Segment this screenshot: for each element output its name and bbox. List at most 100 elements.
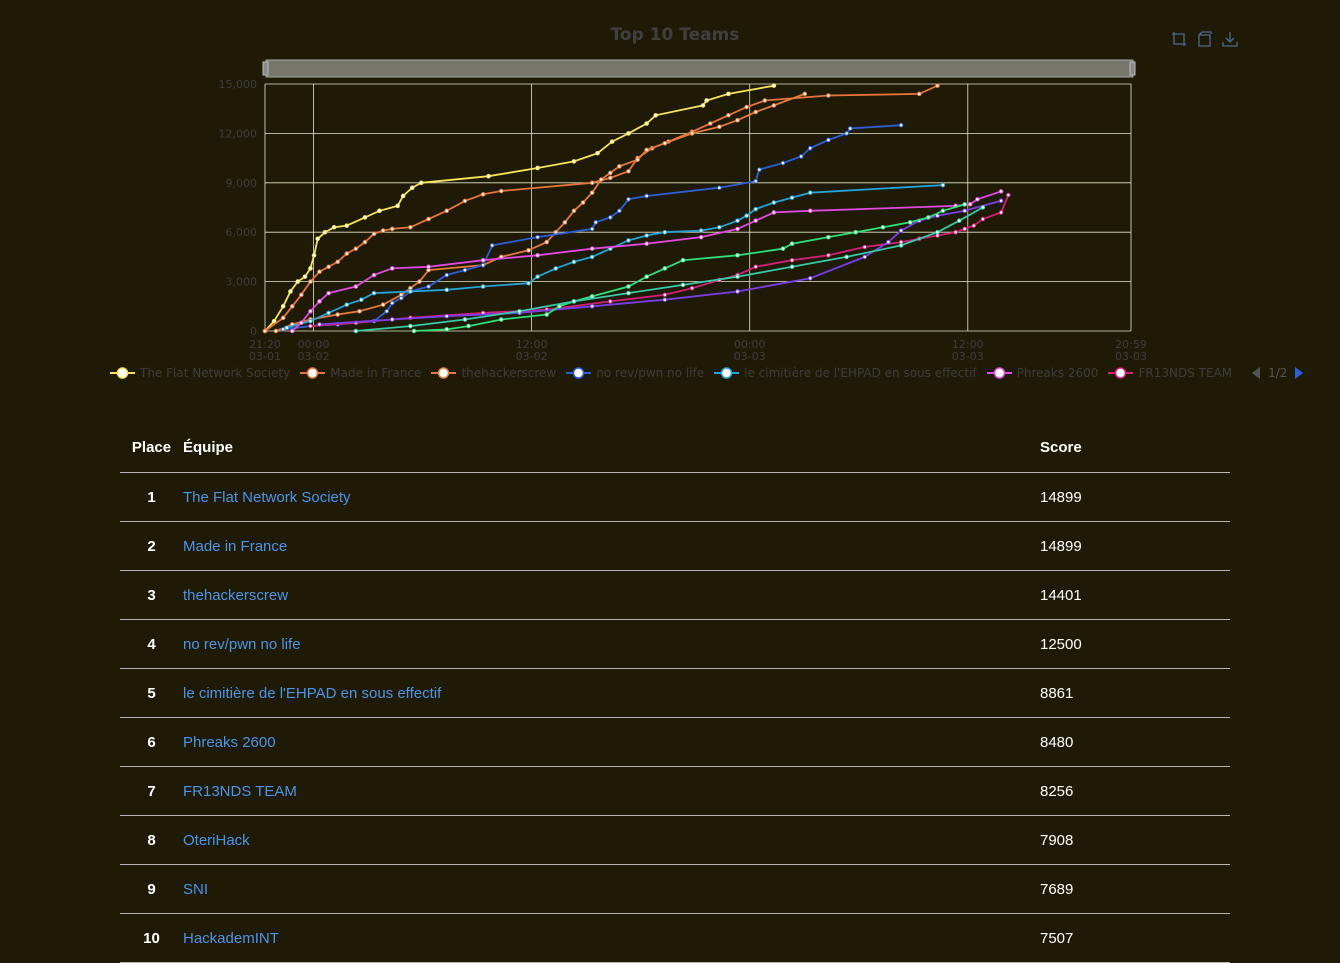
series-point <box>571 299 577 304</box>
legend-item[interactable]: Made in France <box>300 366 421 380</box>
series-point <box>417 279 422 284</box>
legend-marker-icon <box>566 367 592 379</box>
series-point <box>273 328 279 334</box>
series-line <box>275 93 806 332</box>
series-point <box>411 328 417 334</box>
series-point <box>308 318 313 324</box>
team-link[interactable]: OteriHack <box>183 831 250 849</box>
legend-label: The Flat Network Society <box>140 366 291 380</box>
series-point <box>593 220 599 225</box>
series-point <box>589 246 595 251</box>
zoom-handle-right <box>1129 61 1136 76</box>
team-link[interactable]: SNI <box>183 880 209 898</box>
series-point <box>998 210 1004 215</box>
legend-item[interactable]: no rev/pwn no life <box>566 366 704 380</box>
zoom-reset-icon[interactable] <box>1196 30 1214 52</box>
download-icon[interactable] <box>1221 30 1239 52</box>
chart-title: Top 10 Teams <box>610 25 740 45</box>
series-point <box>926 215 931 220</box>
legend-item[interactable]: thehackerscrew <box>431 366 556 380</box>
team-cell: le cimitière de l'EHPAD en sous effectif <box>183 668 1040 718</box>
series-point <box>789 195 795 200</box>
series-point <box>308 266 313 271</box>
series-point <box>280 327 286 332</box>
series-point <box>395 203 400 209</box>
series-point <box>353 246 359 251</box>
series-point <box>589 180 595 186</box>
zoom-icon[interactable] <box>1170 30 1188 52</box>
legend-item[interactable]: le cimitière de l'EHPAD en sous effectif <box>714 366 977 380</box>
team-link[interactable]: FR13NDS TEAM <box>183 782 297 800</box>
series-point <box>644 274 649 279</box>
series-point <box>317 322 322 327</box>
series-point <box>418 180 424 186</box>
legend-item[interactable]: The Flat Network Society <box>110 366 290 380</box>
team-link[interactable]: Phreaks 2600 <box>183 733 276 751</box>
team-link[interactable]: le cimitière de l'EHPAD en sous effectif <box>183 684 442 702</box>
series-point <box>617 208 622 214</box>
series-point <box>589 190 595 195</box>
score-cell: 8256 <box>1040 766 1230 816</box>
series-point <box>698 234 704 240</box>
prev-page-icon[interactable] <box>1250 366 1262 380</box>
team-link[interactable]: The Flat Network Society <box>183 488 351 506</box>
series-point <box>626 168 631 174</box>
place-cell: 3 <box>120 570 183 620</box>
legend-item[interactable]: FR13NDS TEAM <box>1108 366 1232 380</box>
series-point <box>526 248 531 253</box>
series-point <box>807 208 813 214</box>
series-point <box>535 274 540 279</box>
series-point <box>462 267 468 273</box>
series-point <box>280 315 286 321</box>
team-link[interactable]: thehackerscrew <box>183 586 289 604</box>
team-cell: FR13NDS TEAM <box>183 766 1040 816</box>
series-point <box>753 109 759 115</box>
series-point <box>967 201 973 207</box>
series-point <box>780 246 786 251</box>
series-point <box>626 196 631 202</box>
series-point <box>544 239 549 245</box>
table-row: 10 HackademINT 7507 <box>120 913 1230 963</box>
legend-item[interactable]: Phreaks 2600 <box>986 366 1098 380</box>
series-point <box>444 208 450 214</box>
series-point <box>359 297 364 303</box>
series-point <box>609 139 615 144</box>
place-cell: 9 <box>120 864 183 914</box>
place-cell: 6 <box>120 717 183 767</box>
series-point <box>626 290 631 296</box>
series-point <box>940 208 946 214</box>
team-link[interactable]: Made in France <box>183 537 288 555</box>
series-point <box>544 312 549 317</box>
series-point <box>744 104 749 110</box>
series-point <box>653 112 659 118</box>
header-team: Équipe <box>183 423 1040 473</box>
place-cell: 8 <box>120 815 183 865</box>
series-point <box>886 239 891 245</box>
table-row: 6 Phreaks 2600 8480 <box>120 717 1230 767</box>
series-point <box>771 103 777 108</box>
series-point <box>717 124 722 130</box>
series-point <box>789 264 795 270</box>
score-cell: 7507 <box>1040 913 1230 963</box>
series-point <box>311 252 317 258</box>
series-point <box>408 323 413 329</box>
team-link[interactable]: no rev/pwn no life <box>183 635 301 653</box>
series-point <box>998 198 1004 204</box>
series-point <box>480 257 486 263</box>
score-cell: 14899 <box>1040 472 1230 522</box>
series-line <box>319 199 1002 326</box>
team-link[interactable]: HackademINT <box>183 929 279 947</box>
zoom-slider <box>265 59 1134 78</box>
series-point <box>798 154 804 159</box>
series-point <box>371 272 377 278</box>
series-point <box>288 289 293 294</box>
series-point <box>299 320 304 326</box>
series-point <box>689 131 695 136</box>
legend-marker-icon <box>714 367 740 379</box>
place-cell: 4 <box>120 619 183 669</box>
series-point <box>399 295 404 301</box>
place-cell: 7 <box>120 766 183 816</box>
series-point <box>466 323 471 329</box>
next-page-icon[interactable] <box>1293 366 1305 380</box>
series-point <box>535 234 540 240</box>
